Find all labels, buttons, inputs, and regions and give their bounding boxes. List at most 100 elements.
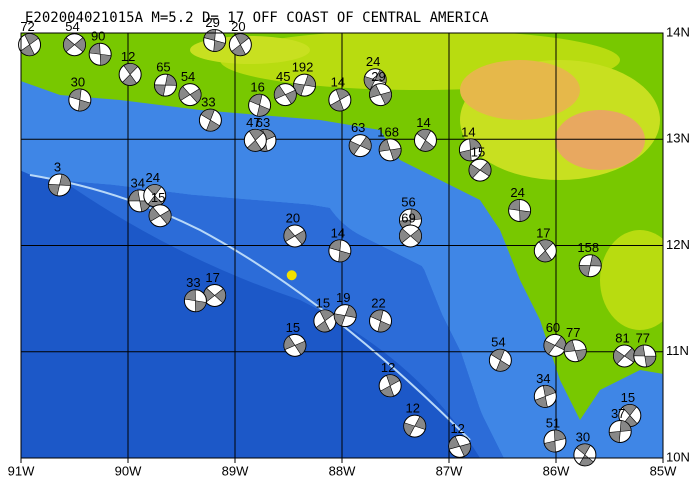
depth-label: 33 (201, 95, 215, 110)
compression-quadrant (534, 385, 556, 408)
depth-label: 3 (54, 159, 61, 174)
depth-label: 63 (256, 115, 270, 130)
compression-quadrant (63, 37, 86, 53)
y-tick-label: 12N (666, 237, 690, 252)
compression-quadrant (283, 335, 307, 356)
focal-mechanism (533, 239, 557, 263)
focal-mechanism (198, 108, 222, 132)
focal-mechanism (578, 254, 602, 278)
compression-quadrant (122, 63, 139, 86)
focal-mechanism (448, 434, 472, 458)
focal-mechanism (203, 283, 227, 307)
focal-mechanism (203, 28, 227, 52)
compression-quadrant (283, 227, 307, 245)
depth-label: 17 (536, 225, 550, 240)
compression-quadrant (508, 199, 531, 222)
depth-label: 16 (250, 80, 264, 95)
compression-quadrant (246, 129, 264, 152)
focal-mechanism (118, 62, 142, 86)
focal-mechanism (243, 128, 267, 152)
focal-mechanism (378, 374, 402, 398)
depth-label: 56 (401, 194, 415, 209)
depth-label: 34 (536, 371, 550, 386)
focal-mechanism (398, 224, 422, 248)
focal-mechanism (573, 443, 597, 467)
focal-mechanism (348, 134, 372, 158)
depth-label: 37 (611, 406, 625, 421)
compression-quadrant (608, 420, 632, 443)
depth-label: 54 (181, 69, 195, 84)
focal-mechanism (328, 239, 352, 263)
compression-quadrant (448, 435, 471, 457)
compression-quadrant (537, 239, 554, 263)
depth-label: 54 (65, 19, 79, 34)
focal-mechanism (533, 384, 557, 408)
compression-quadrant (490, 348, 511, 372)
depth-label: 30 (71, 74, 85, 89)
depth-label: 14 (331, 74, 345, 89)
compression-quadrant (154, 73, 177, 97)
depth-label: 14 (416, 115, 430, 130)
depth-label: 12 (406, 401, 420, 416)
map-title: E202004021015A M=5.2 D= 17 OFF COAST OF … (25, 10, 489, 26)
focal-mechanism (403, 414, 427, 438)
compression-quadrant (273, 85, 297, 105)
depth-label: 65 (156, 60, 170, 75)
focal-mechanism (369, 309, 393, 333)
depth-label: 34 (131, 175, 145, 190)
compression-quadrant (68, 88, 91, 112)
depth-label: 29 (371, 69, 385, 84)
compression-quadrant (576, 443, 594, 467)
compression-quadrant (148, 206, 172, 225)
focal-mechanism (543, 429, 567, 453)
focal-mechanism (369, 83, 393, 107)
y-tick-label: 11N (666, 343, 689, 358)
x-tick-label: 88W (329, 463, 356, 478)
compression-quadrant (329, 88, 350, 112)
compression-quadrant (184, 289, 207, 313)
focal-mechanism (18, 33, 42, 57)
focal-mechanism (612, 344, 636, 368)
compression-quadrant (563, 339, 587, 362)
x-tick-label: 86W (543, 463, 570, 478)
focal-mechanism (68, 88, 92, 112)
compression-quadrant (578, 254, 602, 277)
depth-label: 14 (331, 225, 345, 240)
focal-mechanism (248, 93, 272, 117)
depth-label: 60 (546, 320, 560, 335)
focal-mechanism (563, 339, 587, 363)
depth-label: 77 (566, 325, 580, 340)
focal-mechanism (328, 88, 352, 112)
focal-mechanism (63, 33, 86, 57)
depth-label: 192 (292, 60, 314, 75)
compression-quadrant (369, 84, 392, 105)
compression-quadrant (249, 93, 271, 117)
y-tick-label: 10N (666, 449, 690, 464)
depth-label: 15 (286, 320, 300, 335)
compression-quadrant (370, 309, 391, 333)
depth-label: 45 (276, 69, 290, 84)
focal-mechanism (543, 333, 567, 357)
focal-mechanism (398, 208, 422, 232)
depth-label: 12 (450, 421, 464, 436)
depth-label: 90 (91, 29, 105, 44)
depth-label: 14 (461, 124, 475, 139)
compression-quadrant (48, 173, 71, 197)
depth-label: 168 (377, 124, 399, 139)
compression-quadrant (178, 85, 202, 104)
depth-label: 29 (205, 15, 219, 30)
focal-mechanism (143, 184, 167, 208)
depth-label: 33 (186, 275, 200, 290)
depth-label: 20 (231, 19, 245, 34)
x-tick-label: 87W (436, 463, 463, 478)
depth-label: 24 (510, 185, 524, 200)
depth-label: 51 (546, 415, 560, 430)
depth-label: 24 (146, 170, 160, 185)
depth-label: 20 (286, 210, 300, 225)
focal-mechanism (468, 158, 492, 182)
depth-label: 47 (246, 115, 260, 130)
x-tick-label: 90W (115, 463, 142, 478)
focal-mechanism (228, 33, 252, 57)
compression-quadrant (459, 138, 482, 162)
